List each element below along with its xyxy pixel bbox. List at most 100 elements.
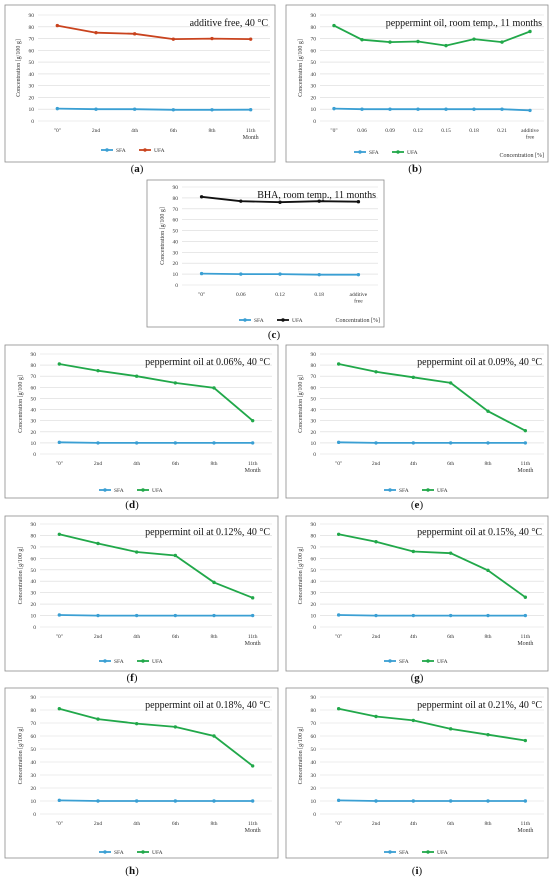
y-tick-label: 70 bbox=[311, 37, 317, 43]
x-tick-label: "0" bbox=[335, 634, 342, 640]
y-tick-label: 50 bbox=[311, 396, 317, 402]
legend-label: SFA bbox=[399, 659, 409, 665]
data-point-ufa bbox=[374, 540, 378, 544]
y-tick-label: 70 bbox=[173, 207, 179, 213]
data-point-ufa bbox=[57, 532, 62, 536]
data-point-ufa bbox=[134, 550, 139, 554]
data-point-ufa bbox=[336, 707, 341, 711]
legend-marker bbox=[141, 659, 145, 663]
chart-title: peppermint oil at 0.15%, 40 °C bbox=[417, 527, 542, 538]
x-tick-label: 6th bbox=[170, 128, 177, 134]
data-point-sfa bbox=[523, 799, 528, 803]
x-tick-label: 6th bbox=[447, 821, 454, 827]
data-point-ufa bbox=[173, 553, 178, 558]
data-point-ufa bbox=[374, 370, 378, 374]
y-tick-label: 10 bbox=[311, 614, 317, 620]
chart-panel: 0 10 20 30 40 50 60 70 80 90 Concentration [g/100 … bbox=[4, 4, 276, 163]
data-point-sfa bbox=[250, 441, 255, 445]
data-point-ufa bbox=[411, 718, 416, 723]
x-tick-label: "0" bbox=[56, 821, 63, 827]
y-tick-label: 30 bbox=[31, 419, 37, 425]
x-tick-label: 6th bbox=[172, 821, 179, 827]
x-tick-label: 4th bbox=[133, 821, 140, 827]
panel-frame bbox=[4, 344, 279, 499]
data-point-sfa bbox=[374, 613, 378, 618]
data-point-ufa bbox=[332, 23, 336, 28]
chart-title: additive free, 40 °C bbox=[190, 18, 269, 29]
data-point-ufa bbox=[388, 40, 392, 44]
data-point-sfa bbox=[411, 613, 416, 618]
legend-label: SFA bbox=[116, 148, 126, 154]
data-point-ufa bbox=[523, 738, 528, 743]
x-tick-label: 4th bbox=[133, 461, 140, 467]
data-point-sfa bbox=[411, 799, 416, 803]
x-tick-label: 0.09 bbox=[385, 128, 395, 134]
panel-caption: (a) bbox=[131, 163, 144, 175]
chart-panel: 0 10 20 30 40 50 60 70 80 90 Concentration [g/100 … bbox=[4, 687, 279, 859]
data-point-sfa bbox=[374, 441, 378, 445]
legend-marker bbox=[243, 318, 247, 322]
x-tick-label: "0" bbox=[54, 128, 61, 134]
y-tick-label: 50 bbox=[31, 396, 37, 402]
y-tick-label: 50 bbox=[31, 568, 37, 574]
y-tick-label: 0 bbox=[313, 119, 316, 125]
data-point-ufa bbox=[374, 714, 378, 719]
panel-frame bbox=[146, 179, 385, 328]
y-tick-label: 0 bbox=[313, 452, 316, 458]
legend-marker bbox=[388, 488, 392, 492]
series-line-sfa bbox=[338, 614, 526, 617]
legend-marker bbox=[141, 488, 145, 492]
data-point-sfa bbox=[486, 441, 490, 445]
y-tick-label: 20 bbox=[29, 95, 35, 101]
data-point-ufa bbox=[250, 764, 255, 768]
x-tick-label: 11th bbox=[521, 461, 531, 467]
data-point-ufa bbox=[132, 32, 137, 36]
x-tick-label: 0.18 bbox=[469, 128, 479, 134]
x-tick-label: "0" bbox=[330, 128, 337, 134]
data-point-sfa bbox=[96, 799, 100, 803]
y-tick-label: 70 bbox=[311, 374, 317, 380]
panel-frame bbox=[285, 4, 549, 163]
x-tick-label: 0.15 bbox=[441, 128, 451, 134]
y-tick-label: 30 bbox=[311, 773, 317, 779]
legend-marker bbox=[103, 488, 107, 492]
chart-panel: 0 10 20 30 40 50 60 70 80 90 Concentration [g/100 … bbox=[285, 687, 549, 859]
data-point-ufa bbox=[96, 717, 100, 721]
y-tick-label: 60 bbox=[173, 218, 179, 224]
legend-label: SFA bbox=[114, 850, 124, 856]
legend-label: UFA bbox=[292, 318, 303, 324]
legend-marker bbox=[358, 150, 362, 154]
y-tick-label: 30 bbox=[311, 84, 317, 90]
y-tick-label: 90 bbox=[311, 13, 317, 19]
x-tick-label: 0.06 bbox=[236, 292, 246, 298]
data-point-sfa bbox=[523, 441, 528, 445]
data-point-sfa bbox=[210, 108, 214, 112]
chart-panel: 0 10 20 30 40 50 60 70 80 90 Concentration [g/100 … bbox=[285, 515, 549, 672]
data-point-sfa bbox=[448, 441, 453, 445]
data-point-sfa bbox=[239, 272, 243, 276]
x-axis-label: Month bbox=[245, 828, 261, 834]
legend-label: UFA bbox=[407, 150, 418, 156]
data-point-sfa bbox=[448, 799, 453, 803]
y-tick-label: 50 bbox=[311, 60, 317, 66]
legend-marker bbox=[281, 318, 285, 322]
data-point-sfa bbox=[336, 613, 341, 617]
series-line-ufa bbox=[59, 363, 254, 422]
panel-frame bbox=[285, 515, 549, 672]
data-point-ufa bbox=[486, 568, 490, 573]
x-tick-label: 8th bbox=[210, 634, 217, 640]
chart-panel: 0 10 20 30 40 50 60 70 80 90 Concentration [g/100 … bbox=[4, 344, 279, 499]
data-point-ufa bbox=[448, 551, 453, 555]
x-axis-label: Month bbox=[245, 641, 261, 647]
x-tick-label: 11th bbox=[246, 128, 256, 134]
y-tick-label: 90 bbox=[31, 695, 37, 701]
y-tick-label: 70 bbox=[311, 545, 317, 551]
x-axis-label: Month bbox=[517, 641, 533, 647]
y-tick-label: 20 bbox=[311, 786, 317, 792]
x-tick-label: "0" bbox=[335, 821, 342, 827]
y-tick-label: 40 bbox=[31, 408, 37, 414]
x-tick-label: 0.18 bbox=[314, 292, 324, 298]
panel-caption: (b) bbox=[408, 163, 422, 175]
y-tick-label: 80 bbox=[31, 533, 37, 539]
data-point-sfa bbox=[248, 107, 253, 112]
